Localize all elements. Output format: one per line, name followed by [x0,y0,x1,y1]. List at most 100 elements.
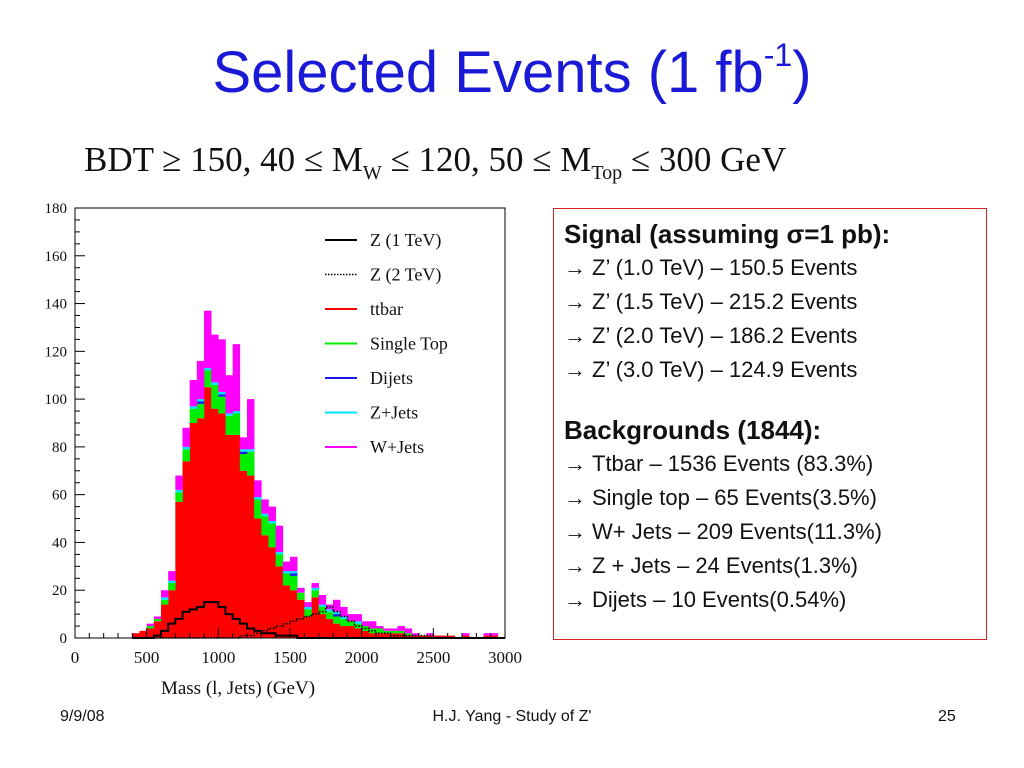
signal-item-text: Z’ (1.5 TeV) – 215.2 Events [592,289,858,314]
bar-single_top [239,454,248,471]
bar-ttbar [376,633,384,638]
bar-ttbar [397,633,405,638]
bar-single_top [290,575,298,591]
cut-sub-top: Top [591,162,623,184]
y-tick-label: 120 [45,344,68,360]
cut-sub-w: W [362,162,382,184]
bar-zjets [247,449,255,452]
legend-label: Single Top [370,334,448,354]
selection-cuts: BDT ≥ 150, 40 ≤ MW ≤ 120, 50 ≤ MTop ≤ 30… [84,140,786,185]
bar-wjets [261,499,269,514]
bar-zjets [268,520,276,524]
mass-histogram: 0 500 1000 1500 2000 2500 3000 0 20 40 60 80 100 120 1… [45,201,523,699]
bar-ttbar [290,590,298,638]
bar-ttbar [383,633,391,638]
background-item-text: W+ Jets – 209 Events(11.3%) [592,519,883,544]
bar-wjets [397,626,405,631]
arrow-icon: → [564,587,586,612]
bar-zjets [311,587,319,591]
bar-single_top [153,618,162,622]
bar-ttbar [168,590,176,638]
cut-text-2: ≤ 120, 50 ≤ M [381,140,592,179]
bar-ttbar [211,408,219,638]
background-item: → Single top – 65 Events(3.5%) [564,481,986,515]
bar-wjets [275,525,284,552]
bar-single_top [311,590,319,598]
bar-single_top [175,492,183,502]
bar-wjets [268,506,276,521]
bar-zjets [196,399,205,402]
bar-ttbar [318,614,327,638]
bar-wjets [232,344,241,412]
bar-wjets [483,633,491,636]
x-tick-label: 1000 [201,648,235,667]
bar-wjets [239,437,248,450]
bar-ttbar [411,635,420,638]
bar-zjets [218,391,226,395]
x-tick-label: 2500 [416,648,450,667]
background-item-text: Ttbar – 1536 Events (83.3%) [592,451,874,476]
bar-wjets [333,599,341,612]
bar-ttbar [426,635,434,638]
signal-item: → Z’ (3.0 TeV) – 124.9 Events [564,353,986,387]
bar-zjets [254,497,262,500]
x-tick-label: 0 [71,648,80,667]
bar-ttbar [354,628,362,638]
arrow-icon: → [564,451,586,476]
footer-author: H.J. Yang - Study of Z' [432,708,592,725]
bar-zjets [325,609,334,612]
x-axis-label: Mass (l, Jets) (GeV) [161,678,315,699]
bar-ttbar [304,616,312,638]
bar-ttbar [282,585,291,638]
bar-single_top [397,630,405,634]
arrow-icon: → [564,255,586,280]
bar-zjets [211,382,219,385]
bar-single_top [261,516,269,536]
signal-header: Signal (assuming σ=1 pb): [564,219,891,249]
bar-wjets [218,339,226,392]
bar-dijets [290,573,298,576]
slide-title: Selected Events (1 fb-1) [0,39,1024,102]
bar-ttbar [153,621,162,638]
bar-wjets [196,360,205,400]
signal-item: → Z’ (2.0 TeV) – 186.2 Events [564,319,986,353]
bar-ttbar [225,434,233,638]
bar-wjets [404,628,413,634]
event-summary-box: Signal (assuming σ=1 pb): → Z’ (1.0 TeV) … [553,208,987,640]
background-item-text: Z + Jets – 24 Events(1.3%) [592,553,858,578]
bar-ttbar [232,434,241,638]
bar-wjets [411,633,420,636]
bar-ttbar [189,423,198,638]
bar-ttbar [254,518,262,638]
background-item: → Z + Jets – 24 Events(1.3%) [564,549,986,583]
bar-wjets [426,633,434,636]
bar-zjets [225,413,233,416]
bar-zjets [175,489,183,493]
bar-zjets [304,606,312,610]
footer-date: 9/9/08 [60,708,105,725]
bar-single_top [304,609,312,617]
arrow-icon: → [564,485,586,510]
bar-dijets [196,401,205,404]
y-tick-label: 0 [60,631,68,647]
bar-single_top [189,408,198,423]
bar-single_top [390,630,398,634]
bar-single_top [333,616,341,624]
legend-label: Z+Jets [370,403,418,423]
bar-single_top [282,573,291,586]
bar-ttbar [404,635,413,638]
bar-zjets [282,571,291,574]
bar-single_top [146,626,155,629]
legend-label: Z (1 TeV) [370,230,441,251]
bar-ttbar [311,597,319,638]
bar-wjets [376,626,384,629]
bar-ttbar [132,633,140,638]
legend-label: W+Jets [370,437,424,457]
signal-item-text: Z’ (1.0 TeV) – 150.5 Events [592,255,858,280]
signal-item: → Z’ (1.0 TeV) – 150.5 Events [564,251,986,285]
bar-ttbar [239,470,248,638]
bar-single_top [196,403,205,419]
bar-dijets [218,394,226,397]
bar-wjets [347,614,355,622]
y-tick-label: 160 [45,249,68,265]
